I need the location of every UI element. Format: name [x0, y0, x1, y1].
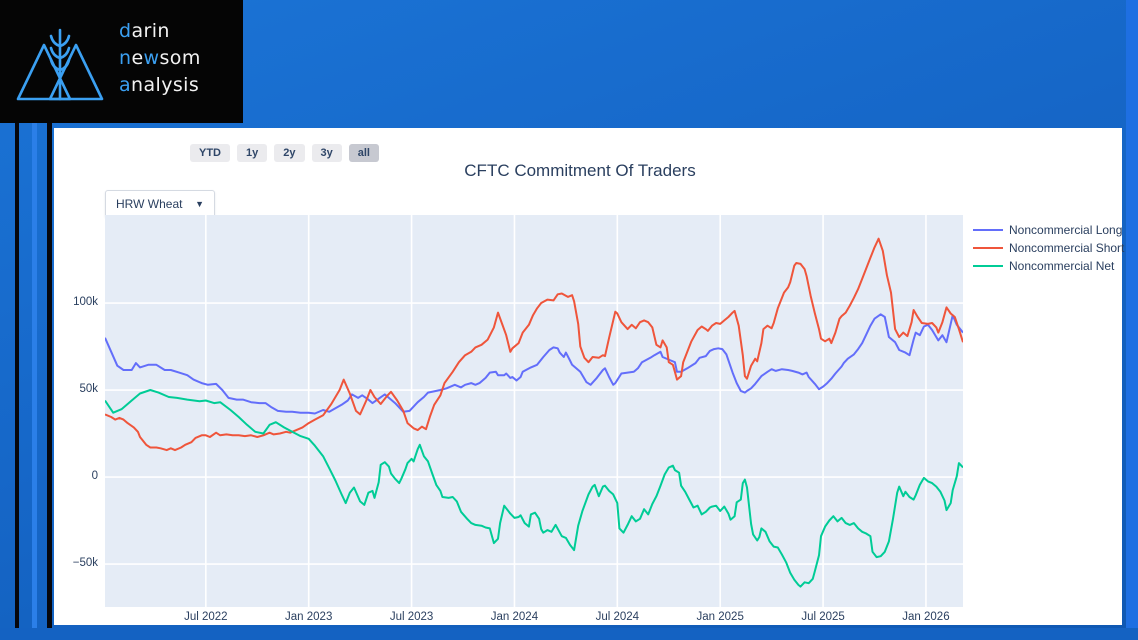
range-selector: YTD 1y 2y 3y all [190, 144, 379, 162]
legend-label: Noncommercial Long [1009, 223, 1123, 237]
mountains-wheat-icon [16, 28, 104, 101]
series-line-noncommercial-long [105, 313, 963, 415]
logo-letter: w [143, 47, 160, 69]
range-button-all[interactable]: all [348, 144, 379, 162]
series-line-noncommercial-short [105, 237, 963, 452]
logo-letter: d [119, 20, 132, 42]
logo-letter: som [159, 47, 201, 69]
left-divider-accent [32, 123, 37, 640]
x-tick-label: Jan 2025 [696, 611, 744, 623]
range-button-3y[interactable]: 3y [311, 144, 342, 162]
logo-letter: arin [131, 20, 170, 42]
range-button-2y[interactable]: 2y [274, 144, 305, 162]
x-tick-label: Jul 2023 [389, 611, 434, 623]
legend-line-swatch [973, 265, 1003, 267]
legend-item-noncommercial-long[interactable]: Noncommercial Long [973, 221, 1124, 239]
range-button-ytd[interactable]: YTD [190, 144, 230, 162]
legend: Noncommercial Long Noncommercial Short Non… [973, 221, 1124, 275]
logo-wordmark: darin newsom analysis [119, 18, 201, 99]
legend-line-swatch [973, 247, 1003, 249]
left-divider-dark-2 [47, 123, 52, 640]
legend-item-noncommercial-short[interactable]: Noncommercial Short [973, 239, 1124, 257]
x-tick-label: Jan 2026 [902, 611, 950, 623]
logo-letter: n [119, 47, 132, 69]
y-tick-label: −50k [72, 557, 98, 570]
left-divider-dark [15, 123, 19, 640]
legend-label: Noncommercial Short [1009, 241, 1125, 255]
chevron-down-icon: ▼ [195, 199, 204, 209]
right-edge-band [1126, 0, 1138, 640]
legend-item-noncommercial-net[interactable]: Noncommercial Net [973, 257, 1124, 275]
series-line-noncommercial-net [105, 389, 963, 588]
x-tick-label: Jan 2023 [285, 611, 333, 623]
y-tick-label: 50k [79, 383, 98, 396]
logo-letter: nalysis [131, 74, 200, 96]
commodity-dropdown[interactable]: HRW Wheat ▼ [105, 190, 215, 218]
chart-title: CFTC Commitment Of Traders [464, 161, 696, 180]
bottom-edge-band [0, 628, 1138, 640]
x-tick-label: Jul 2022 [184, 611, 228, 623]
y-tick-label: 0 [91, 470, 98, 483]
y-tick-label: 100k [73, 296, 98, 309]
x-tick-label: Jan 2024 [490, 611, 539, 623]
x-tick-label: Jul 2024 [595, 611, 640, 623]
legend-label: Noncommercial Net [1009, 259, 1115, 273]
legend-line-swatch [973, 229, 1003, 231]
dropdown-value: HRW Wheat [116, 197, 183, 211]
logo: darin newsom analysis [0, 0, 243, 123]
x-tick-label: Jul 2025 [801, 611, 845, 623]
plot-area[interactable] [105, 215, 963, 607]
logo-letter: e [131, 47, 144, 69]
logo-letter: a [119, 74, 132, 96]
range-button-1y[interactable]: 1y [237, 144, 268, 162]
